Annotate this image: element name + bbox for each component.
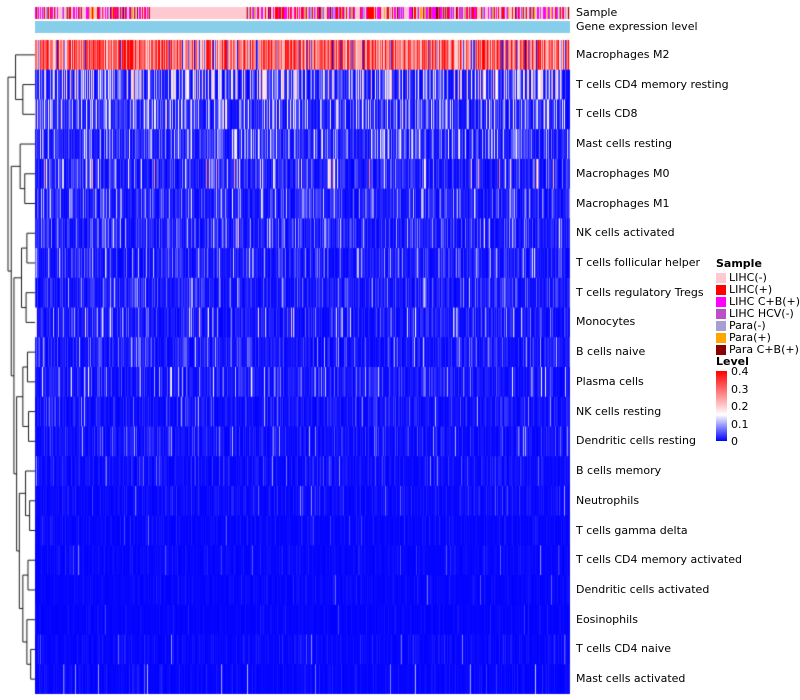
heatmap-row-label: T cells gamma delta [576,523,688,537]
level-tick-label: 0.4 [731,365,749,378]
legend-item-label: LIHC HCV(-) [729,306,794,320]
sample-legend-item: Para(-) [716,318,766,332]
heatmap-row-label: Dendritic cells resting [576,434,696,448]
heatmap-row-label: Macrophages M2 [576,47,670,61]
annotation-label-gene-expression: Gene expression level [576,20,698,33]
legend-color-swatch [716,272,726,283]
level-tick-label: 0.1 [731,417,749,431]
heatmap-row-label: Macrophages M1 [576,196,670,210]
legend-color-swatch [716,332,726,343]
legend-item-label: Para(-) [729,318,766,332]
annotation-label-sample: Sample [576,6,618,19]
legend-item-label: LIHC C+B(+) [729,294,800,308]
heatmap-row-label: T cells CD4 naive [576,642,672,656]
heatmap-row-label: Eosinophils [576,612,638,626]
legend-sample-title: Sample [716,257,762,270]
legend-color-swatch [716,284,726,295]
legend-color-swatch [716,344,726,355]
sample-legend-item: LIHC(+) [716,282,773,296]
heatmap-row-label: T cells CD4 memory resting [576,77,729,91]
legend-item-label: LIHC(+) [729,282,773,296]
heatmap-row-label: Macrophages M0 [576,166,670,180]
sample-legend-item: LIHC C+B(+) [716,294,800,308]
heatmap-row-label: Monocytes [576,315,636,329]
heatmap-row-label: T cells CD8 [576,107,638,121]
heatmap-row-label: Mast cells resting [576,137,673,151]
heatmap-row-label: Neutrophils [576,493,640,507]
legend-item-label: LIHC(-) [729,270,767,284]
legend-color-swatch [716,296,726,307]
sample-legend-item: Para C+B(+) [716,342,799,356]
heatmap-row-label: Mast cells activated [576,672,686,686]
heatmap-row-label: B cells memory [576,464,662,478]
sample-legend-item: LIHC(-) [716,270,767,284]
heatmap-row-label: NK cells activated [576,226,675,240]
heatmap-row-label: Dendritic cells activated [576,582,710,596]
heatmap-row-label: B cells naive [576,345,646,359]
legend-level-title: Level [716,355,749,368]
heatmap-row-label: NK cells resting [576,404,662,418]
legend-color-swatch [716,308,726,319]
heatmap-row-label: T cells CD4 memory activated [576,553,742,567]
legend-item-label: Para C+B(+) [729,342,799,356]
sample-legend-item: Para(+) [716,330,771,344]
legend-color-swatch [716,320,726,331]
level-tick-label: 0.2 [731,400,749,413]
legend-item-label: Para(+) [729,330,771,344]
heatmap-row-label: Plasma cells [576,374,644,388]
heatmap-row-label: T cells regulatory Tregs [576,285,704,299]
heatmap-row-label: T cells follicular helper [576,255,701,269]
level-tick-label: 0.3 [731,382,749,396]
level-gradient-bar [716,371,727,441]
sample-legend-item: LIHC HCV(-) [716,306,794,320]
level-tick-label: 0 [731,435,738,448]
